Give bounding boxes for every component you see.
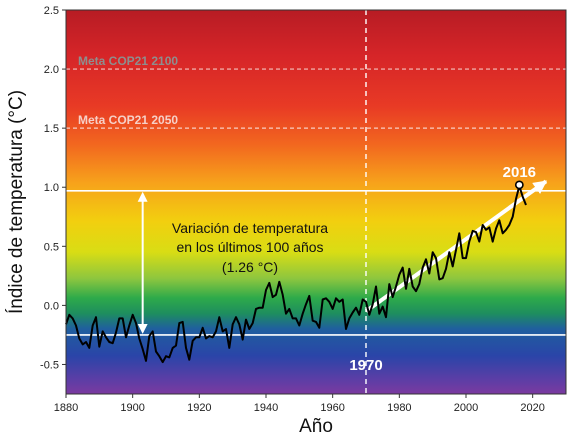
year-1970-label: 1970 (349, 357, 382, 374)
x-tick-label: 1980 (387, 402, 411, 414)
x-tick-label: 1940 (254, 402, 278, 414)
y-tick-label: 1.5 (44, 123, 59, 135)
cop21-2050-label: Meta COP21 2050 (78, 113, 178, 127)
cop21-2100-label: Meta COP21 2100 (78, 54, 178, 68)
variation-text-line2: en los últimos 100 años (176, 239, 323, 255)
y-tick-label: -0.5 (40, 359, 59, 371)
variation-text-line1: Variación de temperatura (172, 220, 328, 236)
variation-text-line3: (1.26 °C) (222, 259, 278, 275)
x-tick-label: 1960 (320, 402, 344, 414)
x-tick-label: 1920 (187, 402, 211, 414)
x-axis-label: Año (299, 416, 333, 437)
year-2016-label: 2016 (503, 164, 536, 181)
y-axis-label: Índice de temperatura (°C) (6, 90, 27, 314)
y-tick-label: 2.0 (44, 64, 59, 76)
temperature-series-line (65, 185, 527, 364)
y-tick-label: 1.0 (44, 182, 59, 194)
x-tick-label: 2000 (454, 402, 478, 414)
x-tick-label: 2020 (520, 402, 544, 414)
x-tick-label: 1900 (120, 402, 144, 414)
y-tick-label: 0.5 (44, 241, 59, 253)
plot-frame (65, 9, 567, 395)
y-tick-label: 2.5 (44, 5, 59, 17)
x-tick-label: 1880 (54, 402, 78, 414)
marker-2016 (514, 180, 524, 190)
plot-background (66, 10, 566, 394)
y-tick-label: 0.0 (44, 300, 59, 312)
